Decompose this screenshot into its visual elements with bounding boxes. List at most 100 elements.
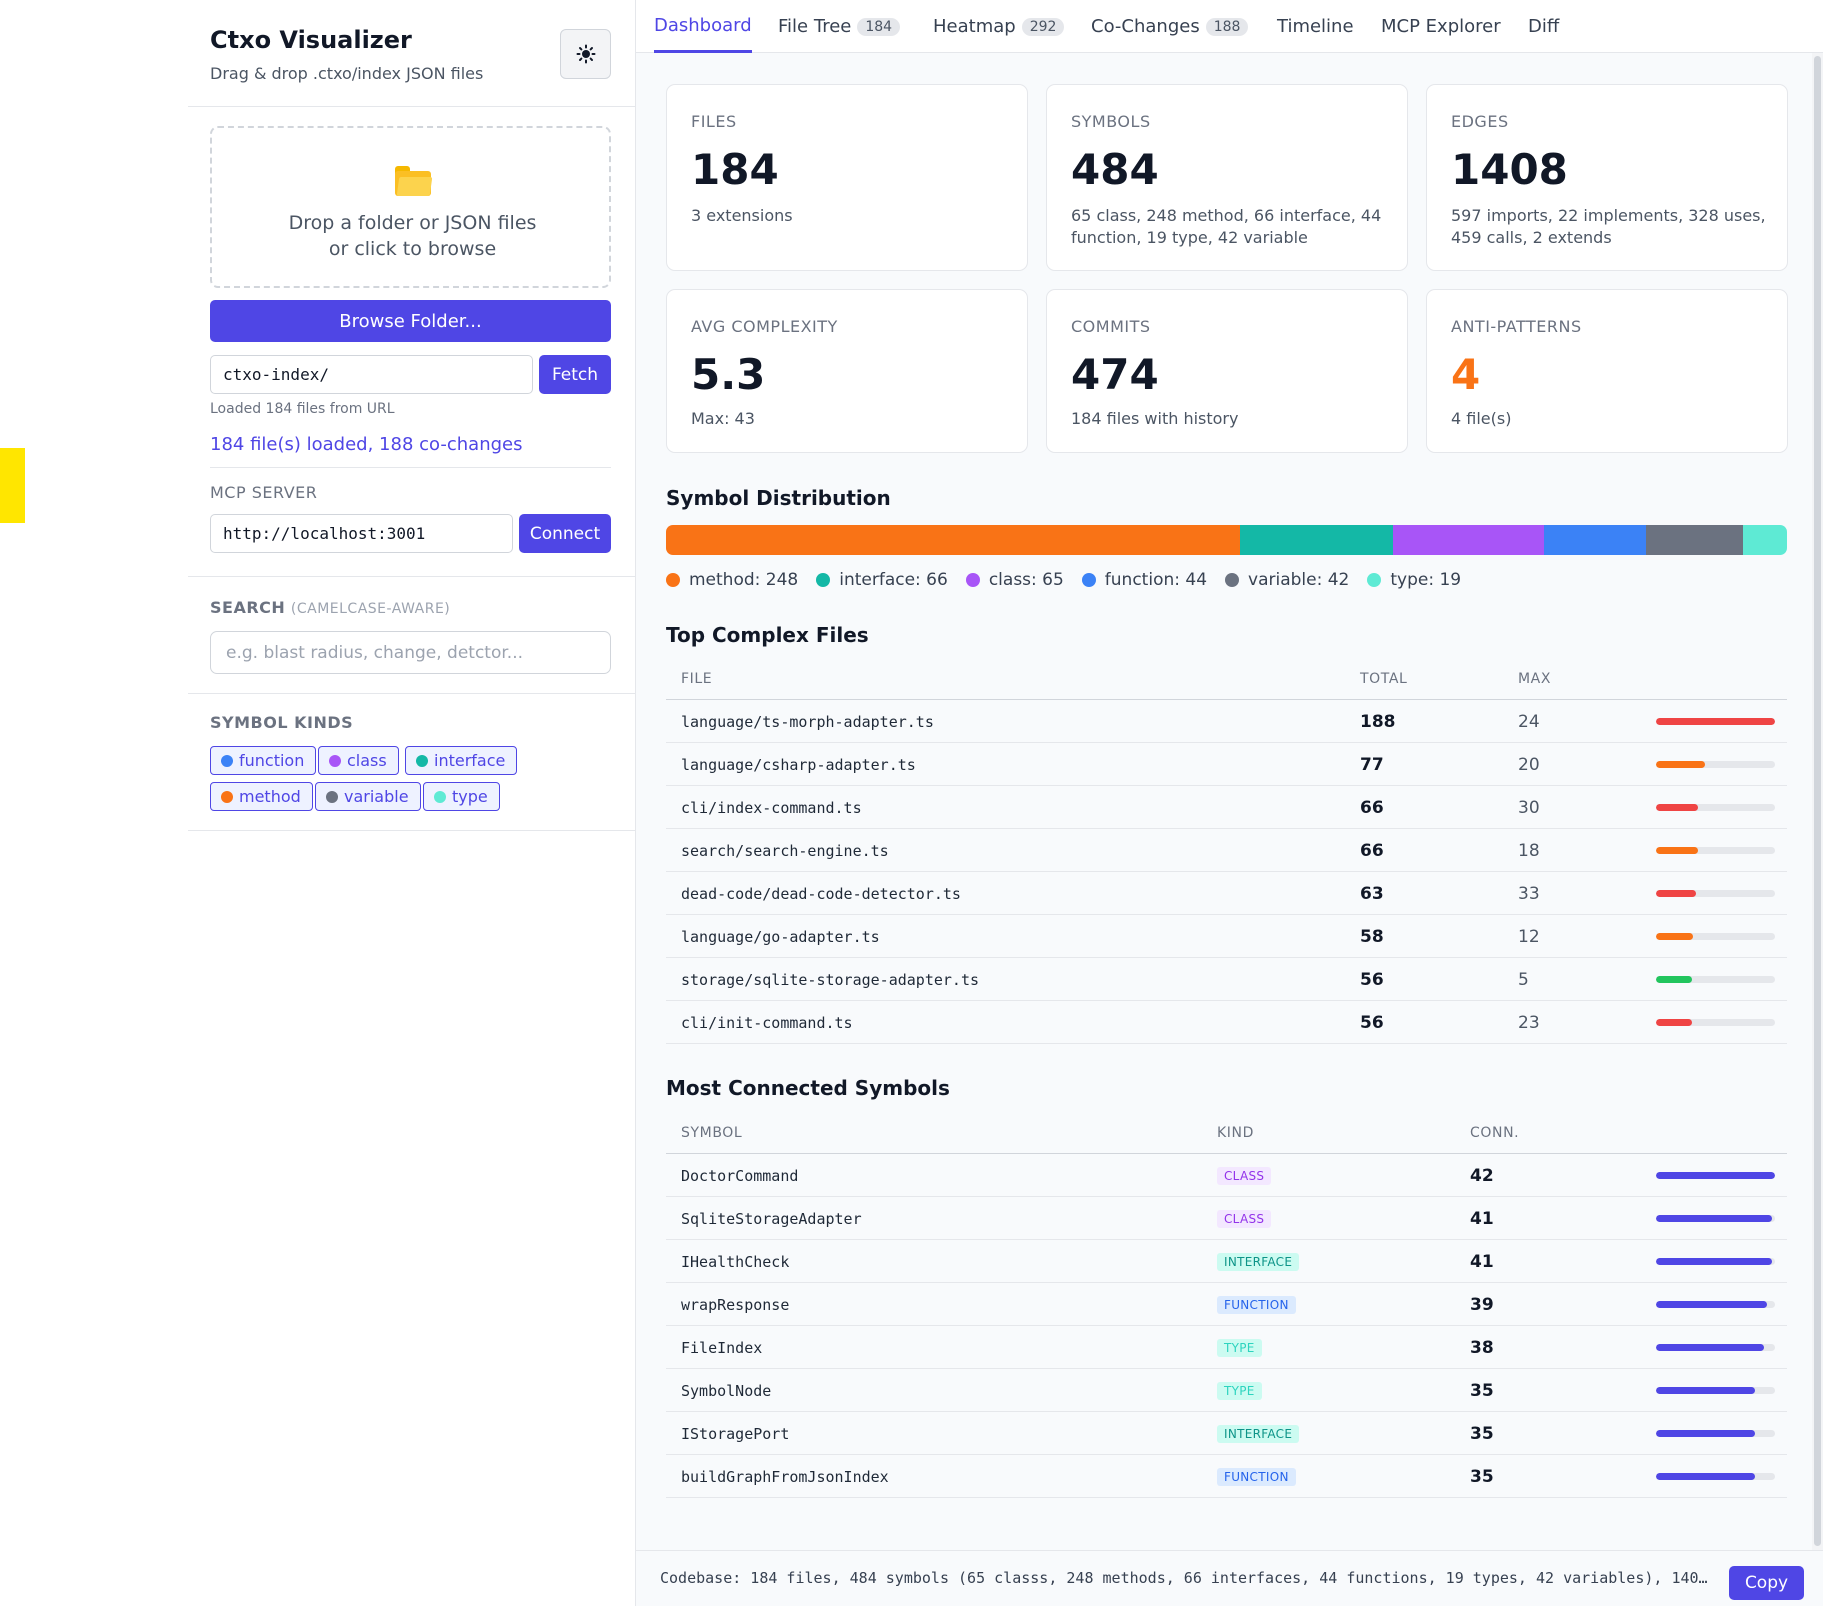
symbol-kind-cell: INTERFACE: [1217, 1412, 1300, 1455]
distribution-segment: [1543, 525, 1646, 555]
kind-dot: [416, 754, 428, 767]
complexity-bar-fill: [1656, 804, 1698, 811]
stat-card-anti-patterns: ANTI-PATTERNS 4 4 file(s): [1426, 289, 1788, 453]
card-detail: 3 extensions: [691, 206, 793, 225]
table-row: storage/sqlite-storage-adapter.ts 56 5: [666, 958, 1787, 1001]
symbol-kind-badge: INTERFACE: [1217, 1252, 1300, 1271]
loaded-summary-link[interactable]: 184 file(s) loaded, 188 co-changes: [210, 434, 523, 455]
tab-diff[interactable]: Diff: [1528, 0, 1559, 53]
table-row: cli/index-command.ts 66 30: [666, 786, 1787, 829]
file-path[interactable]: language/go-adapter.ts: [681, 927, 880, 946]
tab-dashboard[interactable]: Dashboard: [654, 0, 752, 53]
file-path[interactable]: dead-code/dead-code-detector.ts: [681, 884, 961, 903]
tab-bar: Dashboard File Tree 184 Heatmap 292 Co-C…: [636, 0, 1823, 53]
max-complexity: 12: [1518, 926, 1540, 947]
connection-count: 35: [1470, 1423, 1494, 1444]
connections-bar-fill: [1656, 1344, 1764, 1351]
total-complexity: 56: [1360, 969, 1384, 990]
symbol-name[interactable]: SymbolNode: [681, 1381, 772, 1400]
copy-button[interactable]: Copy: [1729, 1566, 1804, 1600]
url-input[interactable]: ctxo-index/: [210, 355, 533, 394]
kind-chip-variable[interactable]: variable: [315, 782, 421, 811]
symbol-name[interactable]: IHealthCheck: [681, 1252, 790, 1271]
symbol-kind-cell: TYPE: [1217, 1369, 1262, 1412]
connection-count: 41: [1470, 1251, 1494, 1272]
column-header-total: TOTAL: [1360, 671, 1408, 687]
tab-count-badge: 292: [1021, 17, 1065, 36]
complexity-bar-fill: [1656, 761, 1705, 768]
symbol-name[interactable]: DoctorCommand: [681, 1166, 799, 1185]
kind-chip-class[interactable]: class: [318, 746, 399, 775]
symbol-kind-badge: FUNCTION: [1217, 1295, 1296, 1314]
tab-co-changes[interactable]: Co-Changes 188: [1091, 0, 1249, 53]
legend-dot: [816, 573, 831, 587]
table-row: cli/init-command.ts 56 23: [666, 1001, 1787, 1044]
connection-count: 38: [1470, 1337, 1494, 1358]
tab-label: MCP Explorer: [1381, 16, 1501, 37]
complexity-bar-fill: [1656, 890, 1696, 897]
column-header-symbol: SYMBOL: [681, 1125, 743, 1141]
sidebar-divider: [188, 106, 636, 107]
connections-bar: [1656, 1172, 1775, 1179]
scrollbar-thumb[interactable]: [1814, 56, 1821, 1546]
browse-folder-button[interactable]: Browse Folder...: [210, 300, 611, 342]
sun-icon: [576, 44, 595, 64]
search-label: SEARCH (CAMELCASE-AWARE): [210, 598, 450, 617]
symbol-name[interactable]: buildGraphFromJsonIndex: [681, 1467, 889, 1486]
search-input[interactable]: e.g. blast radius, change, detctor...: [210, 631, 611, 674]
file-path[interactable]: language/ts-morph-adapter.ts: [681, 712, 934, 731]
tab-mcp-explorer[interactable]: MCP Explorer: [1381, 0, 1501, 53]
complexity-bar: [1656, 847, 1775, 854]
connect-button[interactable]: Connect: [519, 514, 611, 553]
fetch-button[interactable]: Fetch: [539, 355, 611, 394]
file-path[interactable]: cli/index-command.ts: [681, 798, 862, 817]
complexity-bar-fill: [1656, 847, 1698, 854]
connections-bar: [1656, 1258, 1775, 1265]
symbol-name[interactable]: IStoragePort: [681, 1424, 790, 1443]
search-label-sub: (CAMELCASE-AWARE): [290, 601, 451, 617]
total-complexity: 188: [1360, 711, 1396, 732]
total-complexity: 66: [1360, 840, 1384, 861]
file-path[interactable]: cli/init-command.ts: [681, 1013, 853, 1032]
symbol-name[interactable]: wrapResponse: [681, 1295, 790, 1314]
complex-files-table: FILE TOTAL MAX language/ts-morph-adapter…: [666, 671, 1787, 1045]
symbol-name[interactable]: FileIndex: [681, 1338, 763, 1357]
mcp-server-label: MCP SERVER: [210, 483, 318, 502]
tab-timeline[interactable]: Timeline: [1277, 0, 1354, 53]
tab-file-tree[interactable]: File Tree 184: [778, 0, 901, 53]
tab-label: Diff: [1528, 16, 1560, 37]
kind-chip-method[interactable]: method: [210, 782, 313, 811]
max-complexity: 18: [1518, 840, 1540, 861]
file-path[interactable]: storage/sqlite-storage-adapter.ts: [681, 970, 980, 989]
symbol-kinds-label-text: SYMBOL KINDS: [210, 713, 354, 732]
kind-chip-label: method: [239, 787, 301, 806]
total-complexity: 56: [1360, 1012, 1384, 1033]
file-path[interactable]: search/search-engine.ts: [681, 841, 889, 860]
kind-chip-type[interactable]: type: [423, 782, 500, 811]
mcp-url-input[interactable]: http://localhost:3001: [210, 514, 513, 553]
card-label: AVG COMPLEXITY: [691, 317, 838, 336]
tab-heatmap[interactable]: Heatmap 292: [933, 0, 1065, 53]
kind-chip-function[interactable]: function: [210, 746, 317, 775]
symbol-kind-cell: TYPE: [1217, 1326, 1262, 1369]
theme-toggle-button[interactable]: [560, 29, 611, 79]
tab-label: Co-Changes: [1091, 16, 1200, 37]
tab-count-badge: 188: [1205, 17, 1249, 36]
file-path[interactable]: language/csharp-adapter.ts: [681, 755, 916, 774]
search-label-main: SEARCH: [210, 598, 286, 617]
connection-count: 42: [1470, 1165, 1494, 1186]
kind-chip-interface[interactable]: interface: [405, 746, 518, 775]
table-row: DoctorCommand CLASS 42: [666, 1154, 1787, 1197]
distribution-segment: [1645, 525, 1743, 555]
kind-chip-label: class: [347, 751, 387, 770]
symbol-name[interactable]: SqliteStorageAdapter: [681, 1209, 862, 1228]
symbol-kind-badge: INTERFACE: [1217, 1424, 1300, 1443]
complexity-bar: [1656, 1019, 1775, 1026]
max-complexity: 5: [1518, 969, 1529, 990]
complexity-bar: [1656, 933, 1775, 940]
table-row: language/go-adapter.ts 58 12: [666, 915, 1787, 958]
table-header-divider: [666, 699, 1787, 700]
kind-dot: [221, 790, 233, 803]
tab-label: Heatmap: [933, 16, 1016, 37]
file-dropzone[interactable]: Drop a folder or JSON files or click to …: [210, 126, 611, 288]
